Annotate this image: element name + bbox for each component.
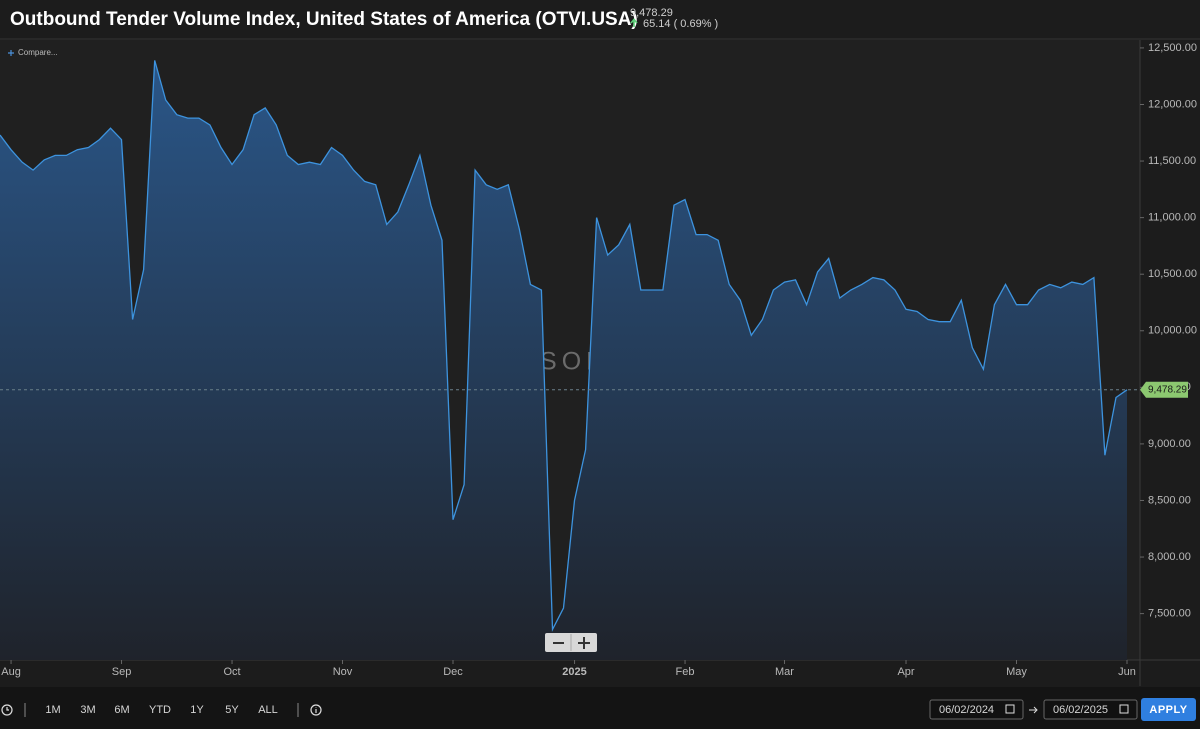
- range-button[interactable]: 5Y: [225, 704, 239, 716]
- x-tick-label: Jun: [1118, 666, 1136, 678]
- compare-icon[interactable]: [8, 50, 14, 56]
- info-icon[interactable]: [310, 704, 322, 716]
- range-button[interactable]: 1M: [45, 704, 60, 716]
- area: [0, 60, 1127, 660]
- y-tick-label: 8,500.00: [1148, 494, 1191, 506]
- y-tick-label: 7,500.00: [1148, 608, 1191, 620]
- y-tick-label: 10,500.00: [1148, 268, 1197, 280]
- change: 65.14 ( 0.69% ): [643, 18, 718, 30]
- chart-title: Outbound Tender Volume Index, United Sta…: [10, 9, 638, 30]
- line: [0, 60, 1128, 633]
- compare-button[interactable]: Compare...: [18, 48, 58, 57]
- y-tick-label: 8,000.00: [1148, 551, 1191, 563]
- x-tick-label: 2025: [562, 666, 586, 678]
- x-tick-label: Apr: [897, 666, 914, 678]
- clock-icon[interactable]: [1, 704, 13, 716]
- x-tick-label: Aug: [1, 666, 21, 678]
- x-tick-label: Dec: [443, 666, 463, 678]
- apply-label: APPLY: [1149, 704, 1187, 716]
- calendar-icon: [1119, 704, 1129, 714]
- y-tick-label: 10,000.00: [1148, 325, 1197, 337]
- chart: 7,500.008,000.008,500.009,000.009,500.00…: [0, 42, 1197, 678]
- range-button[interactable]: 1Y: [190, 704, 204, 716]
- y-tick-label: 9,000.00: [1148, 438, 1191, 450]
- end-date-input[interactable]: [1043, 699, 1138, 720]
- start-date-input[interactable]: [929, 699, 1024, 720]
- range-button[interactable]: 6M: [114, 704, 129, 716]
- last-value-badge: [1140, 381, 1188, 398]
- calendar-icon: [1005, 704, 1015, 714]
- x-tick-label: Oct: [223, 666, 240, 678]
- x-tick-label: Feb: [676, 666, 695, 678]
- x-tick-label: May: [1006, 666, 1027, 678]
- apply-button[interactable]: [1141, 698, 1196, 721]
- zoom-in[interactable]: [578, 637, 590, 649]
- last-value-label: 9,478.29: [1148, 384, 1187, 395]
- y-tick-label: 12,500.00: [1148, 42, 1197, 54]
- up-arrow: [630, 18, 638, 27]
- y-tick-label: 11,000.00: [1148, 212, 1196, 224]
- end-date: 06/02/2025: [1053, 704, 1108, 716]
- range-button[interactable]: YTD: [149, 704, 171, 716]
- y-tick-label: 12,000.00: [1148, 98, 1197, 110]
- clock-hands: [6, 707, 9, 711]
- y-tick-label: 11,500.00: [1148, 155, 1196, 167]
- range-arrow: [1029, 706, 1038, 714]
- range-button[interactable]: 3M: [80, 704, 95, 716]
- price: 9,478.29: [630, 7, 673, 19]
- start-date: 06/02/2024: [939, 704, 994, 716]
- x-tick-label: Nov: [333, 666, 353, 678]
- x-tick-label: Mar: [775, 666, 794, 678]
- x-tick-label: Sep: [112, 666, 132, 678]
- range-button[interactable]: ALL: [258, 704, 278, 716]
